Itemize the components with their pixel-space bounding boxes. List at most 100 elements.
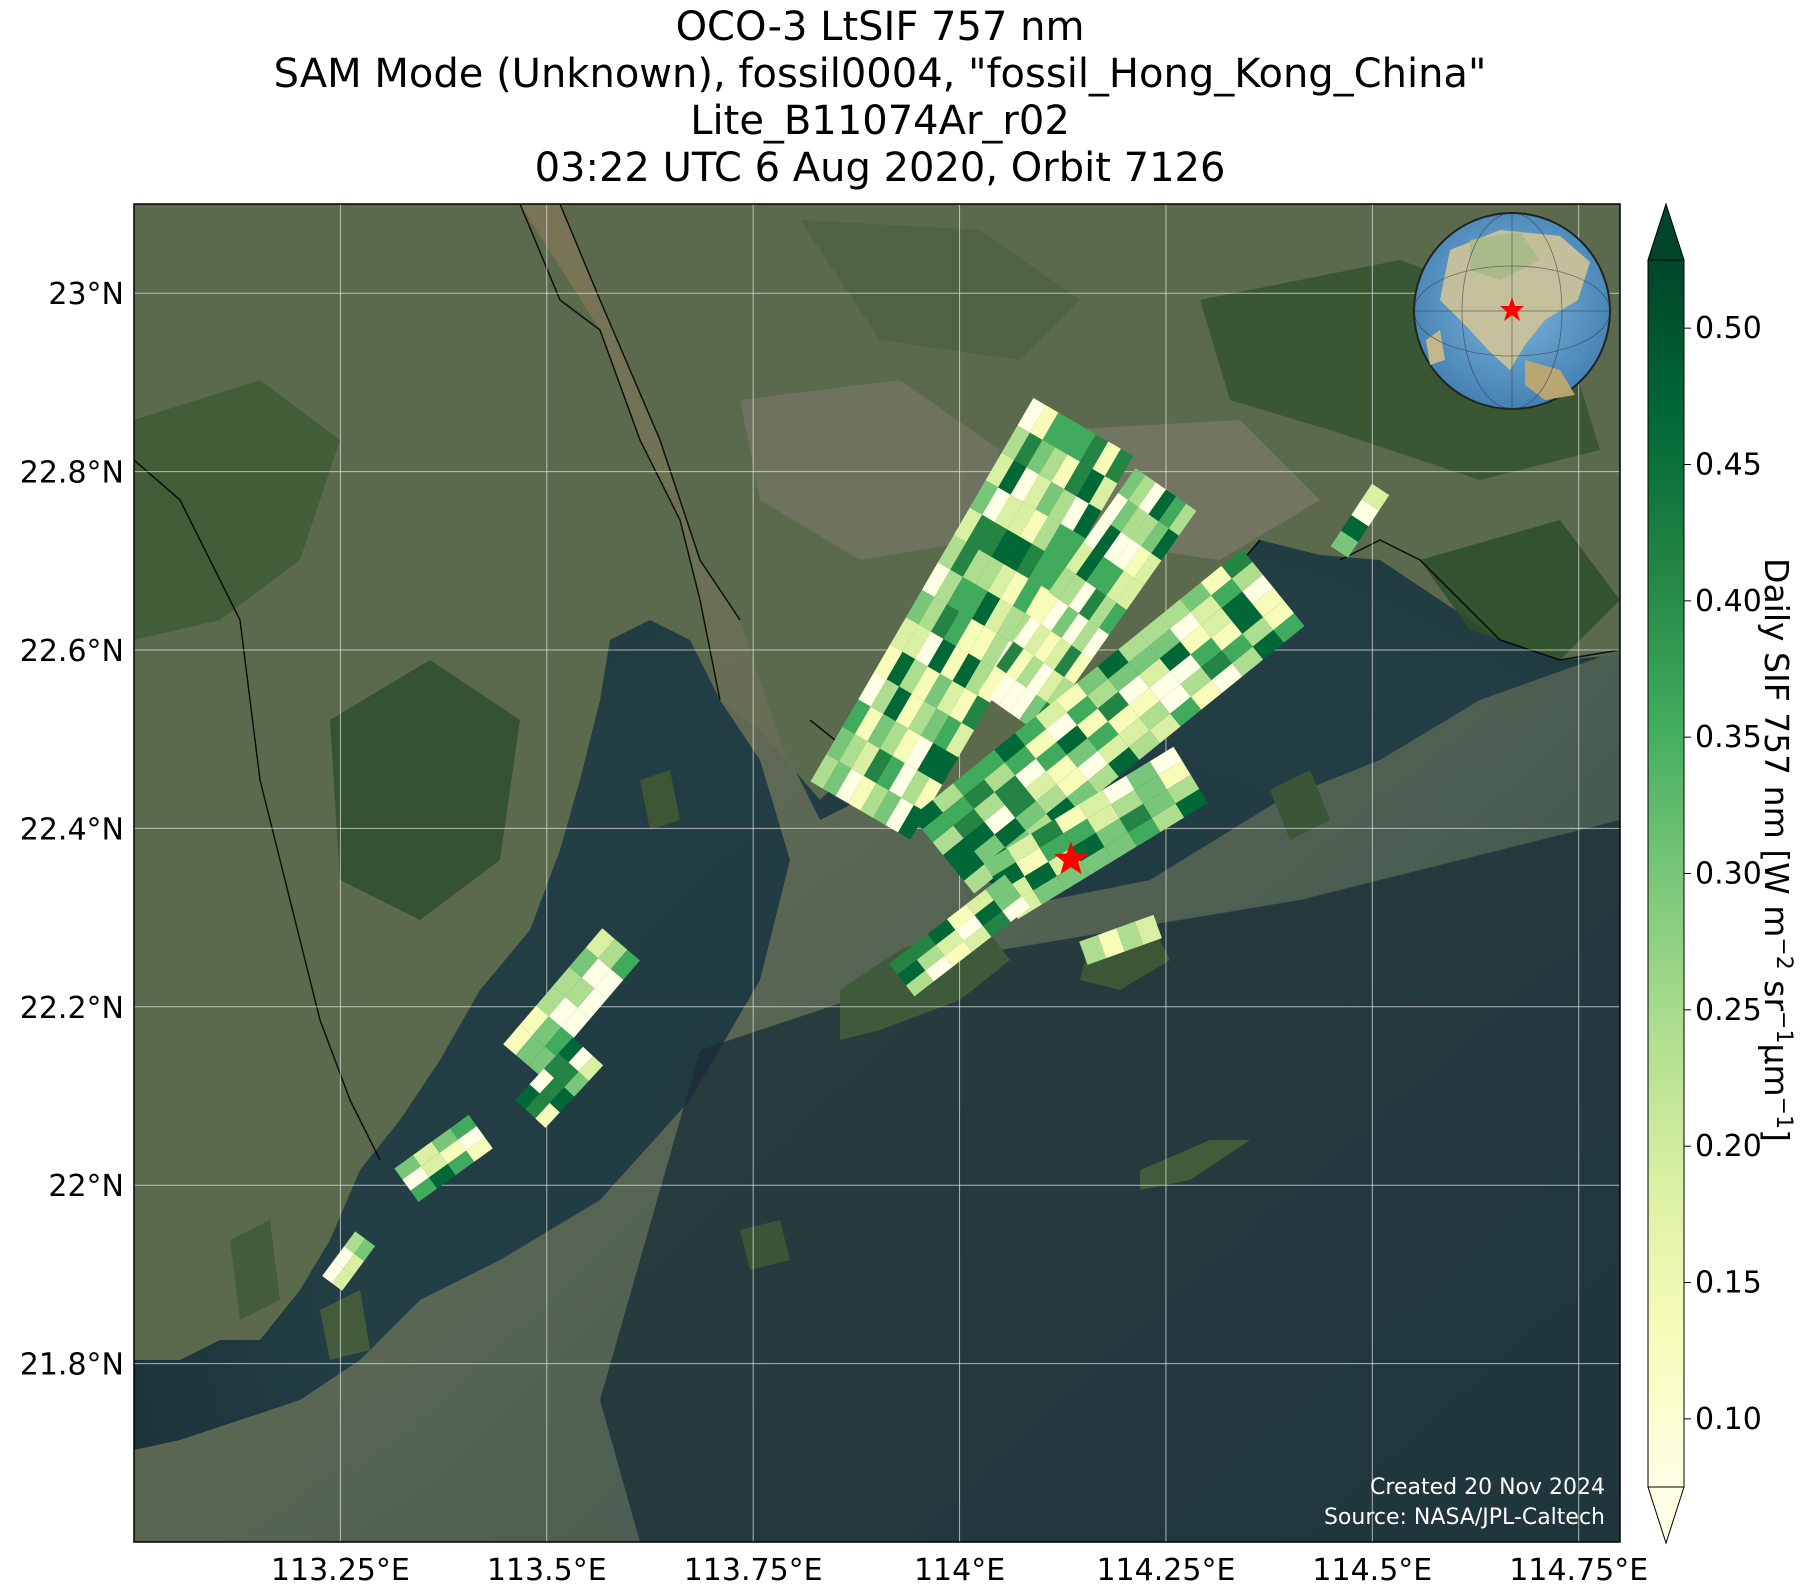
credit-created: Created 20 Nov 2024: [1370, 1475, 1605, 1500]
sif-footprint: [1168, 503, 1197, 536]
title-line-4: 03:22 UTC 6 Aug 2020, Orbit 7126: [534, 145, 1226, 191]
sif-footprint: [973, 749, 1005, 780]
sif-footprint: [863, 748, 893, 784]
sif-footprint: [916, 944, 945, 971]
sif-footprint: [1036, 670, 1065, 702]
sif-footprint: [1159, 641, 1191, 672]
sif-footprint: [1231, 604, 1264, 634]
sif-footprint: [1028, 551, 1058, 586]
sif-footprint: [885, 797, 914, 833]
sif-footprint: [974, 900, 1003, 927]
sif-footprint: [888, 763, 918, 798]
sif-footprint: [1007, 501, 1036, 537]
sif-footprint: [953, 766, 985, 797]
sif-footprint: [984, 598, 1013, 634]
sif-footprint: [439, 1139, 467, 1165]
sif-footprint: [578, 1056, 604, 1082]
lon-tick-label: 114°E: [914, 1553, 1005, 1588]
sif-footprint: [402, 1166, 430, 1191]
title-line-2: SAM Mode (Unknown), fossil0004, "fossil_…: [273, 51, 1487, 97]
figure-title: OCO-3 LtSIF 757 nm SAM Mode (Unknown), f…: [0, 4, 1760, 192]
sif-footprint: [1006, 648, 1034, 681]
sif-footprint: [1056, 725, 1088, 755]
sif-footprint: [343, 1253, 365, 1276]
sif-footprint: [924, 673, 953, 709]
sif-footprint: [1073, 503, 1102, 539]
lat-tick-label: 23°N: [48, 277, 124, 312]
sif-footprint: [936, 680, 966, 716]
sif-footprint: [1007, 833, 1040, 863]
sif-footprint: [975, 556, 1004, 592]
sif-footprint: [1180, 582, 1212, 613]
sif-footprint: [532, 1016, 562, 1047]
sif-footprint: [1351, 499, 1379, 527]
sif-footprint: [1035, 699, 1067, 730]
sif-footprint: [984, 804, 1016, 835]
sif-footprint: [973, 792, 1005, 822]
sif-footprint: [1108, 704, 1140, 735]
sif-footprint: [1341, 514, 1369, 542]
sif-footprint: [1065, 542, 1094, 575]
sif-footprint: [876, 755, 905, 791]
sif-footprint: [953, 507, 983, 543]
sif-footprint: [982, 487, 1011, 523]
colorbar-tick-label: 0.10: [1695, 1402, 1762, 1437]
sif-footprint: [529, 1068, 555, 1094]
sif-footprint: [1159, 684, 1191, 714]
sif-footprint: [925, 955, 953, 982]
sif-footprint: [394, 1155, 421, 1180]
sif-footprint: [536, 986, 566, 1017]
sif-footprint: [1064, 461, 1093, 497]
sif-footprint: [561, 1007, 591, 1038]
sif-footprint: [1012, 578, 1042, 614]
lat-tick-label: 22.6°N: [20, 634, 124, 669]
sif-footprint: [1097, 691, 1129, 722]
lon-tick-label: 113.25°E: [271, 1553, 410, 1588]
sif-footprint: [1033, 630, 1062, 663]
sif-footprint: [1139, 658, 1171, 688]
map-frame: [133, 203, 1621, 1543]
lon-tick-label: 114.5°E: [1312, 1553, 1432, 1588]
sif-footprint: [920, 708, 950, 743]
sif-footprint: [988, 673, 1017, 706]
sif-footprint: [1067, 780, 1099, 811]
sif-footprint: [886, 651, 916, 687]
sif-footprint: [1000, 571, 1029, 606]
sif-footprint: [953, 851, 985, 881]
sif-footprint: [1015, 847, 1049, 877]
sif-footprint: [1361, 483, 1390, 511]
sif-footprint: [847, 775, 877, 811]
sif-footprint: [1120, 507, 1149, 539]
sif-footprint: [998, 680, 1027, 713]
sif-footprint: [1149, 671, 1181, 701]
sif-footprint: [1010, 467, 1040, 502]
sif-footprint: [1103, 531, 1132, 564]
sif-footprint: [994, 817, 1026, 848]
sif-footprint: [826, 726, 855, 762]
sif-footprint: [996, 641, 1024, 674]
sif-footprint: [1029, 405, 1059, 440]
colorbar-tick-label: 0.35: [1695, 720, 1762, 755]
sif-footprint: [1078, 790, 1111, 819]
sif-footprint: [1056, 767, 1088, 798]
sif-footprint: [969, 480, 999, 515]
sif-footprint: [420, 1152, 448, 1178]
sif-footprint: [544, 1052, 569, 1078]
sif-footprint: [1013, 616, 1042, 649]
sif-footprint: [1149, 628, 1181, 659]
sif-footprint: [1170, 654, 1202, 685]
sif-footprint: [548, 996, 578, 1028]
sif-footprint: [1024, 861, 1057, 891]
sif-footprint: [528, 1046, 558, 1077]
lon-tick-label: 114.75°E: [1509, 1553, 1648, 1588]
sif-footprint: [1041, 558, 1070, 594]
lat-tick-label: 21.8°N: [20, 1348, 124, 1383]
sif-footprint: [1102, 775, 1135, 805]
sif-footprint: [985, 874, 1014, 901]
sif-footprint: [1042, 412, 1071, 448]
sif-footprint: [1242, 617, 1274, 647]
sif-footprint: [1035, 784, 1068, 814]
sif-footprint: [354, 1238, 376, 1261]
sif-footprint: [971, 591, 1001, 627]
colorbar-label: Daily SIF 757 nm [W m−2 sr−1μm−1]: [1757, 558, 1796, 1142]
